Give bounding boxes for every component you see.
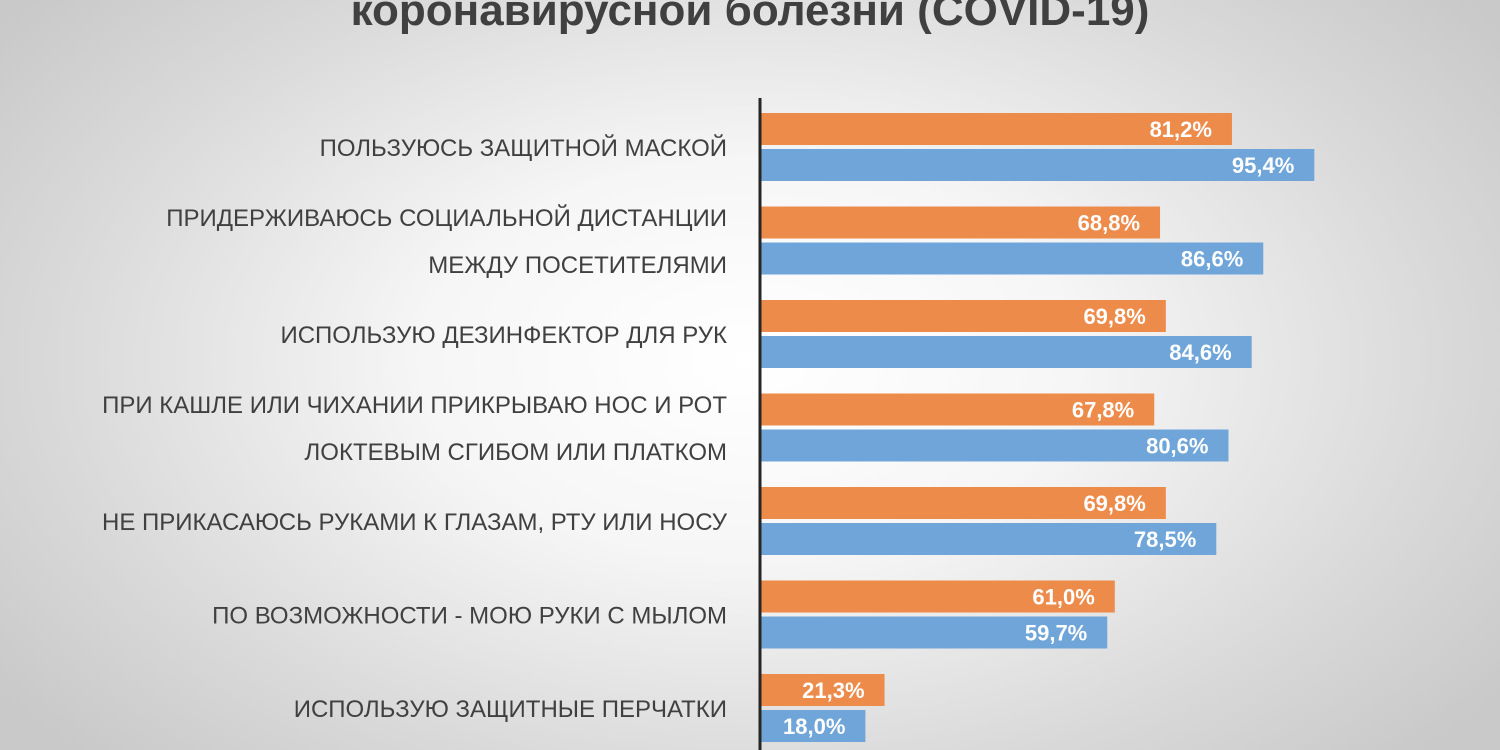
data-label: 18,0% — [783, 714, 845, 739]
bar — [761, 674, 885, 706]
data-label: 84,6% — [1169, 340, 1231, 365]
bar — [761, 149, 1315, 181]
bar — [761, 393, 1155, 426]
bar — [761, 242, 1264, 275]
bar — [761, 113, 1232, 145]
category-label: ИСПОЛЬЗУЮ ДЕЗИНФЕКТОР ДЛЯ РУК — [280, 322, 727, 349]
data-label: 80,6% — [1146, 434, 1208, 459]
data-label: 69,8% — [1083, 304, 1145, 329]
data-label: 95,4% — [1232, 153, 1294, 178]
category-label: ПО ВОЗМОЖНОСТИ - МОЮ РУКИ С МЫЛОМ — [212, 603, 727, 630]
bar — [761, 206, 1161, 239]
category-label: ПРИДЕРЖИВАЮСЬ СОЦИАЛЬНОЙ ДИСТАНЦИИ МЕЖДУ … — [166, 204, 727, 279]
bar — [761, 523, 1217, 555]
category-label: ПОЛЬЗУЮСЬ ЗАЩИТНОЙ МАСКОЙ — [320, 134, 727, 162]
bar — [761, 580, 1115, 613]
data-label: 61,0% — [1032, 585, 1094, 610]
bar — [761, 616, 1108, 649]
category-label: НЕ ПРИКАСАЮСЬ РУКАМИ К ГЛАЗАМ, РТУ ИЛИ Н… — [102, 509, 728, 536]
bar — [761, 710, 866, 742]
data-label: 81,2% — [1150, 117, 1212, 142]
data-label: 78,5% — [1134, 527, 1196, 552]
bar — [761, 336, 1252, 368]
data-label: 69,8% — [1083, 491, 1145, 516]
category-label: ПРИ КАШЛЕ ИЛИ ЧИХАНИИ ПРИКРЫВАЮ НОС И РО… — [102, 392, 727, 466]
bar — [761, 487, 1166, 519]
category-label: ИСПОЛЬЗУЮ ЗАЩИТНЫЕ ПЕРЧАТКИ — [294, 696, 727, 723]
data-label: 21,3% — [802, 678, 864, 703]
data-label: 68,8% — [1078, 211, 1140, 236]
bar — [761, 429, 1229, 462]
bar — [761, 300, 1166, 332]
chart-title: коронавирусной болезни (COVID-19) — [350, 0, 1150, 35]
data-label: 67,8% — [1072, 398, 1134, 423]
data-label: 86,6% — [1181, 247, 1243, 272]
data-label: 59,7% — [1025, 621, 1087, 646]
